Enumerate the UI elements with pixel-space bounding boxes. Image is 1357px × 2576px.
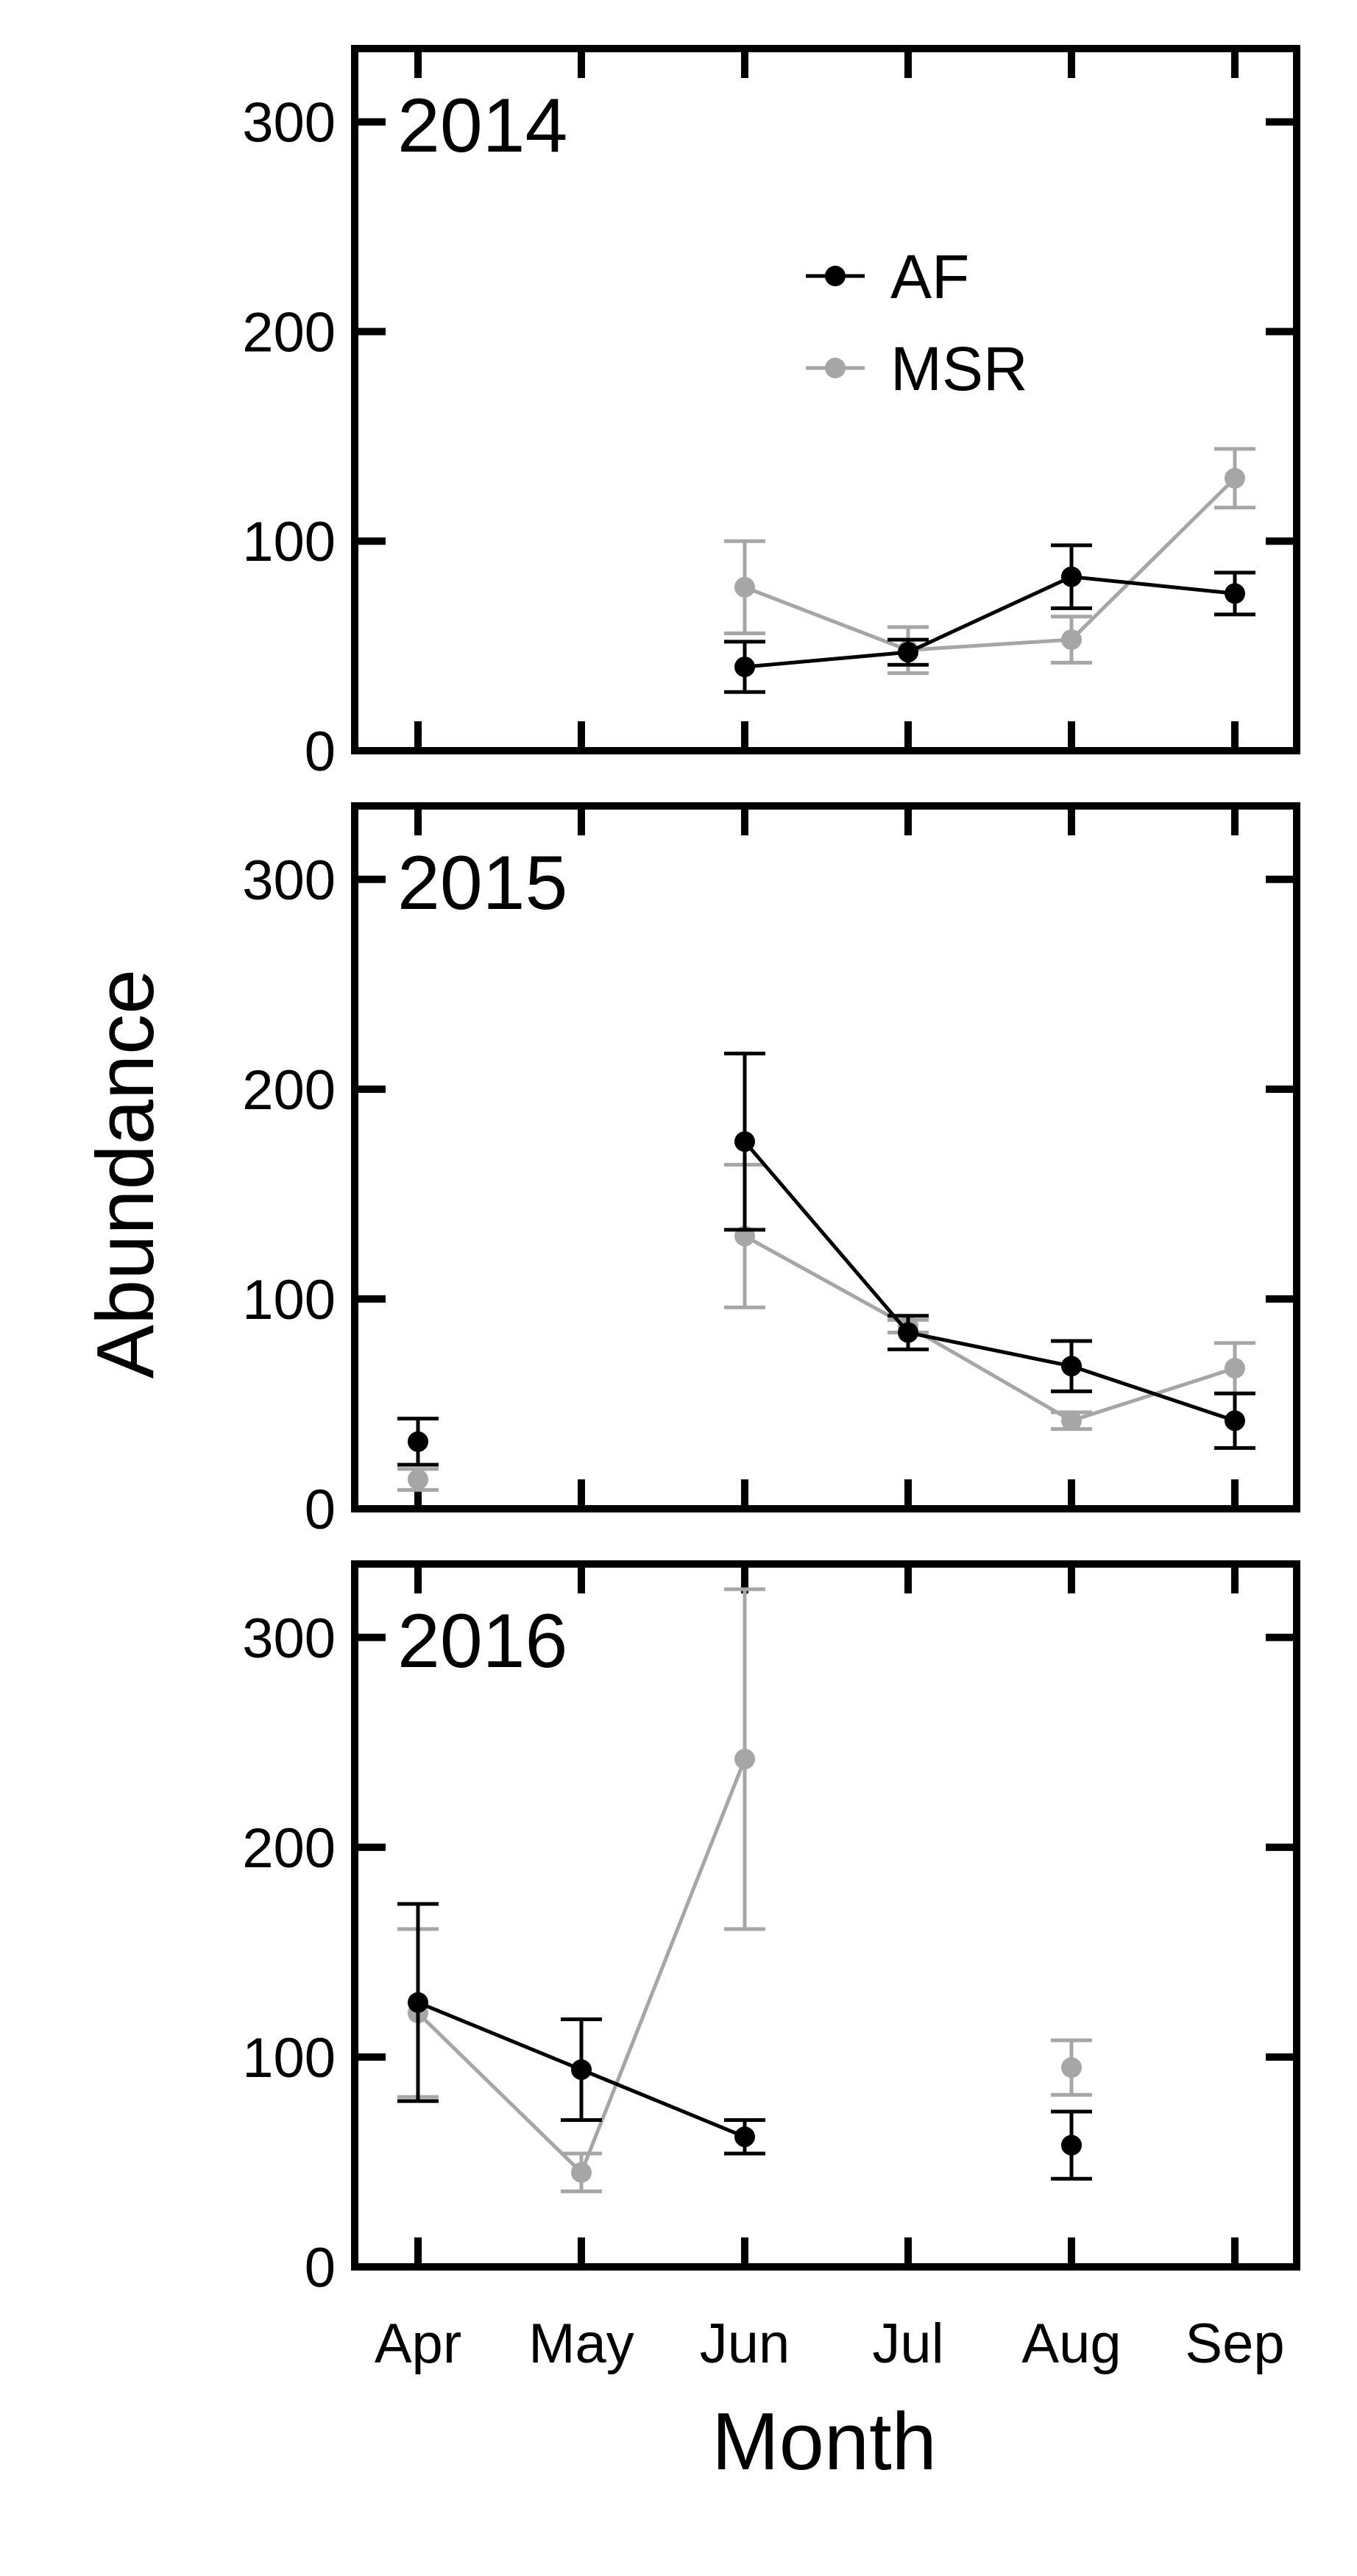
y-tick-label: 100 — [242, 1269, 336, 1331]
data-point — [1061, 1410, 1082, 1432]
legend-label: AF — [890, 242, 969, 311]
data-point — [898, 1322, 918, 1343]
data-point — [571, 2059, 592, 2081]
series-line — [743, 1234, 1236, 1423]
data-point — [1061, 566, 1082, 587]
panel-frame — [351, 802, 1300, 1512]
data-point — [734, 1749, 755, 1770]
legend-marker — [825, 358, 846, 378]
data-point — [734, 1131, 755, 1153]
series-line — [743, 1140, 1236, 1423]
y-tick-label: 0 — [305, 2237, 336, 2299]
x-tick-label: Jul — [872, 2313, 943, 2375]
data-point — [734, 657, 755, 678]
y-tick-label: 200 — [242, 1059, 336, 1122]
panel-2014: 0 100 200 300 2014 AF MSR — [242, 45, 1300, 783]
legend-label: MSR — [890, 334, 1028, 403]
panel-label: 2015 — [397, 841, 567, 926]
x-tick-label: Apr — [375, 2313, 461, 2375]
data-point — [898, 642, 918, 663]
data-point — [734, 2126, 755, 2148]
series-line — [744, 575, 1236, 669]
x-tick-label: Aug — [1021, 2313, 1121, 2375]
data-point — [408, 1469, 428, 1490]
series-line — [744, 477, 1236, 652]
panel-2015: 0 100 200 300 2015 — [242, 802, 1300, 1541]
data-point — [571, 2162, 592, 2183]
x-axis-title: Month — [712, 2396, 937, 2487]
data-point — [408, 1992, 428, 2013]
data-point — [408, 1431, 428, 1452]
data-point — [1225, 583, 1245, 604]
legend-marker — [825, 266, 846, 286]
y-tick-label: 0 — [305, 721, 336, 783]
data-point — [1225, 1410, 1245, 1432]
y-tick-label: 300 — [242, 92, 336, 155]
series-msr — [397, 1162, 1255, 1492]
x-tick-label: May — [528, 2313, 634, 2375]
data-point — [1225, 1358, 1245, 1379]
y-tick-label: 200 — [242, 301, 336, 364]
data-point — [1061, 629, 1082, 651]
panel-2016: 0 100 200 300 2016 — [242, 1560, 1300, 2299]
series-af — [397, 1902, 1092, 2181]
y-tick-label: 0 — [305, 1479, 336, 1541]
x-tick-label: Jun — [700, 2313, 790, 2375]
legend: AF MSR — [806, 242, 1028, 403]
y-axis-title: Abundance — [80, 969, 171, 1379]
y-tick-label: 100 — [242, 511, 336, 573]
series-af — [397, 1051, 1255, 1467]
panel-frame — [351, 45, 1300, 754]
data-point — [734, 576, 755, 598]
data-point — [1061, 2134, 1082, 2156]
data-point — [1061, 1356, 1082, 1377]
panel-label: 2016 — [397, 1599, 567, 1684]
y-tick-label: 300 — [242, 1607, 336, 1670]
y-tick-label: 100 — [242, 2027, 336, 2090]
y-tick-label: 300 — [242, 849, 336, 912]
x-tick-label: Sep — [1185, 2313, 1284, 2375]
y-tick-label: 200 — [242, 1817, 336, 1880]
data-point — [1061, 2057, 1082, 2078]
panel-frame — [351, 1560, 1300, 2271]
panel-label: 2014 — [397, 83, 567, 169]
series-msr — [724, 447, 1255, 676]
series-af — [724, 543, 1255, 694]
data-point — [1225, 467, 1245, 489]
